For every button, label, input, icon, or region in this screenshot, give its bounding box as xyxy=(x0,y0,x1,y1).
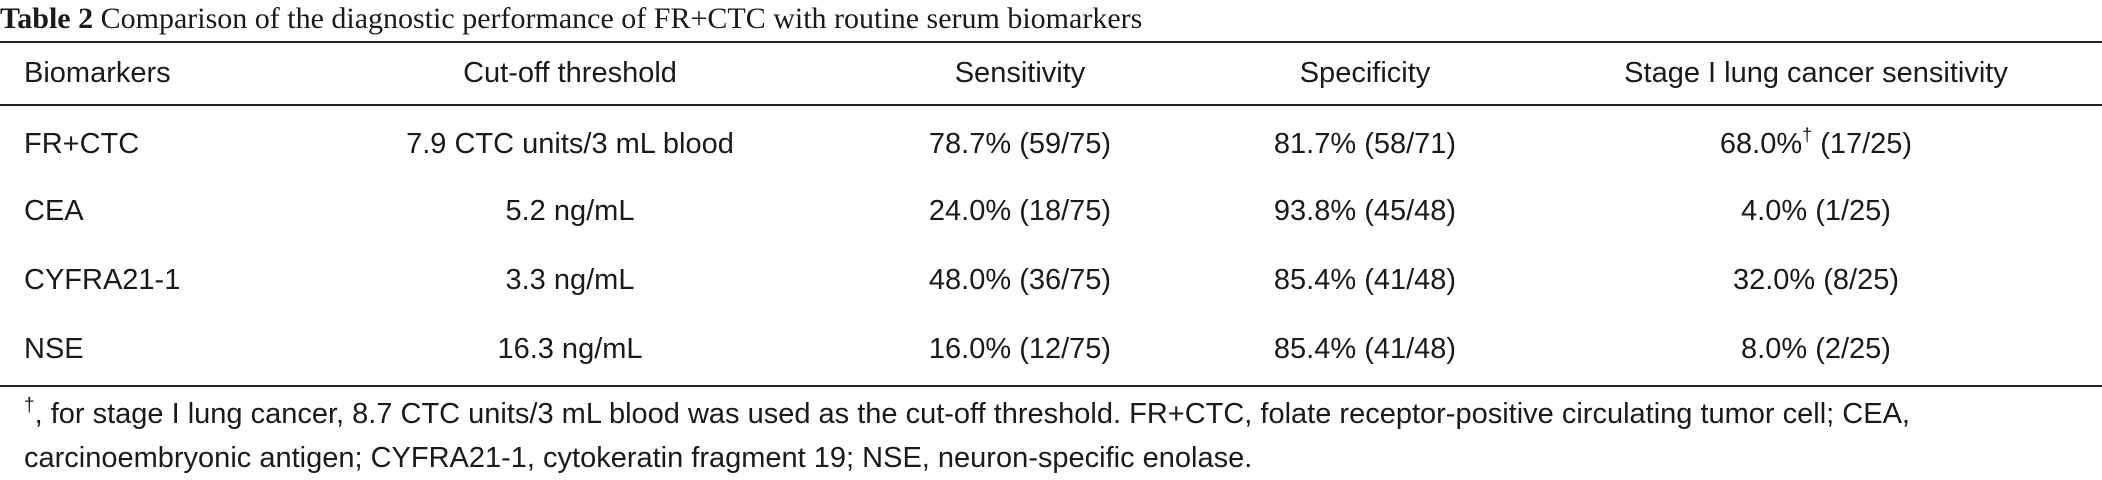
cell-cutoff: 5.2 ng/mL xyxy=(505,195,635,227)
cell-cutoff: 7.9 CTC units/3 mL blood xyxy=(406,127,734,160)
header-sensitivity: Sensitivity xyxy=(954,57,1086,89)
cell-stage1-sensitivity: 32.0% (8/25) xyxy=(1732,264,1900,296)
cell-stage1-sensitivity: 68.0%† (17/25) xyxy=(1530,111,2102,177)
footnote-dagger-mark: † xyxy=(24,395,35,416)
header-row: Biomarkers Cut-off threshold Sensitivity… xyxy=(0,43,2102,104)
cell-stage1-sensitivity: 8.0% (2/25) xyxy=(1741,333,1891,365)
table-caption-text: Comparison of the diagnostic performance… xyxy=(93,2,1143,35)
cell-sensitivity: 48.0% (36/75) xyxy=(928,264,1112,296)
cell-specificity: 93.8% (45/48) xyxy=(1273,195,1457,227)
cell-cutoff: 16.3 ng/mL xyxy=(497,333,643,365)
cell-specificity: 85.4% (41/48) xyxy=(1273,333,1457,365)
cell-specificity: 81.7% (58/71) xyxy=(1273,127,1457,160)
cell-cutoff: 3.3 ng/mL xyxy=(505,264,635,296)
table-header: Biomarkers Cut-off threshold Sensitivity… xyxy=(0,43,2102,104)
table-footnote: †, for stage I lung cancer, 8.7 CTC unit… xyxy=(24,392,2094,480)
table-row: FR+CTC 7.9 CTC units/3 mL blood 78.7% (5… xyxy=(0,111,2102,177)
table-top-rule xyxy=(0,41,2102,43)
cell-specificity: 85.4% (41/48) xyxy=(1273,264,1457,296)
table-body: FR+CTC 7.9 CTC units/3 mL blood 78.7% (5… xyxy=(0,111,2102,384)
cell-biomarker: FR+CTC xyxy=(24,127,140,160)
stage1-count: (17/25) xyxy=(1812,127,1913,160)
cell-biomarker: CYFRA21-1 xyxy=(24,264,181,296)
header-biomarkers: Biomarkers xyxy=(24,57,171,89)
cell-biomarker: CEA xyxy=(24,195,84,227)
table-header-rule xyxy=(0,104,2102,106)
header-stage1-sensitivity: Stage I lung cancer sensitivity xyxy=(1624,57,2008,89)
cell-stage1-sensitivity: 4.0% (1/25) xyxy=(1741,195,1891,227)
header-specificity: Specificity xyxy=(1299,57,1431,89)
stage1-value: 68.0% xyxy=(1719,127,1803,160)
cell-sensitivity: 24.0% (18/75) xyxy=(928,195,1112,227)
cell-sensitivity: 16.0% (12/75) xyxy=(928,333,1112,365)
table-row: CEA 5.2 ng/mL 24.0% (18/75) 93.8% (45/48… xyxy=(0,177,2102,246)
table-caption-label: Table 2 xyxy=(0,2,94,35)
table-row: NSE 16.3 ng/mL 16.0% (12/75) 85.4% (41/4… xyxy=(0,315,2102,384)
footnote-text: , for stage I lung cancer, 8.7 CTC units… xyxy=(24,398,1910,474)
header-cutoff-threshold: Cut-off threshold xyxy=(463,57,677,89)
table-bottom-rule xyxy=(0,385,2102,387)
cell-biomarker: NSE xyxy=(24,333,84,365)
cell-sensitivity: 78.7% (59/75) xyxy=(928,127,1112,160)
table-row: CYFRA21-1 3.3 ng/mL 48.0% (36/75) 85.4% … xyxy=(0,246,2102,315)
dagger-mark: † xyxy=(1802,124,1813,145)
table-caption: Table 2 Comparison of the diagnostic per… xyxy=(0,2,1142,36)
